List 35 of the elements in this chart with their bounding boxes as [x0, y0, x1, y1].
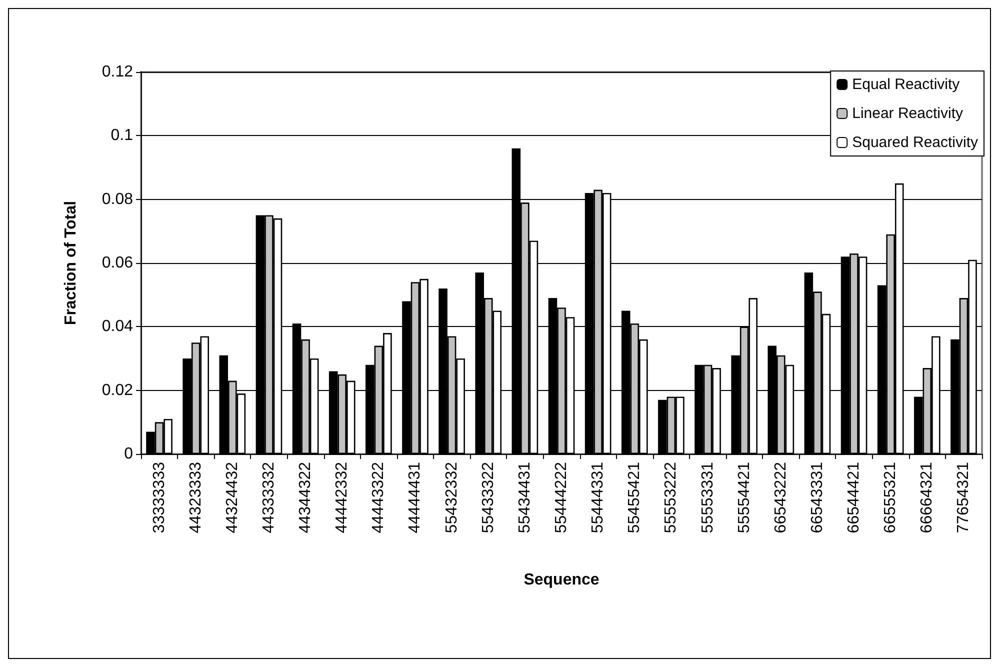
x-tick-label: 55432332 [443, 462, 460, 534]
x-tick-label: 33333333 [150, 462, 168, 534]
legend-label: Linear Reactivity [852, 105, 964, 122]
x-tick-label: 44333332 [260, 462, 278, 534]
x-axis-title: Sequence [524, 572, 600, 588]
x-tick-label: 55553222 [662, 462, 680, 534]
y-tick-label: 0.12 [102, 64, 134, 80]
x-tick-label: 55444331 [590, 462, 607, 534]
x-tick-label: 44444431 [406, 462, 424, 534]
x-tick-label: 77654321 [955, 462, 972, 534]
x-tick-label: 44344322 [297, 462, 314, 534]
x-tick-label: 44443322 [370, 462, 388, 534]
x-tick-label: 66543331 [808, 462, 826, 534]
x-tick-label: 44442332 [334, 462, 351, 534]
y-axis-title: Fraction of Total [62, 200, 80, 326]
legend-label: Squared Reactivity [852, 134, 978, 151]
x-tick-label: 55444222 [553, 462, 570, 534]
y-tick-label: 0.02 [102, 382, 134, 399]
x-tick-label: 55553331 [699, 462, 716, 534]
x-tick-label: 66664321 [918, 462, 936, 534]
x-tick-label: 66544421 [846, 462, 863, 534]
legend-label: Equal Reactivity [852, 76, 960, 93]
y-tick-label: 0.06 [102, 254, 134, 272]
x-tick-label: 55554421 [736, 462, 753, 534]
x-tick-label: 44323333 [187, 462, 204, 534]
x-tick-label: 66555321 [882, 462, 900, 534]
x-tick-label: 44324432 [224, 462, 241, 534]
y-tick-label: 0.04 [102, 318, 134, 336]
y-tick-label: 0 [124, 446, 134, 462]
y-tick-label: 0.08 [102, 190, 134, 208]
y-tick-label: 0.1 [110, 127, 134, 144]
x-tick-label: 55433322 [480, 462, 497, 534]
x-tick-label: 66543222 [772, 462, 790, 534]
x-tick-label: 55434431 [516, 462, 534, 534]
x-tick-label: 55455421 [626, 462, 644, 534]
